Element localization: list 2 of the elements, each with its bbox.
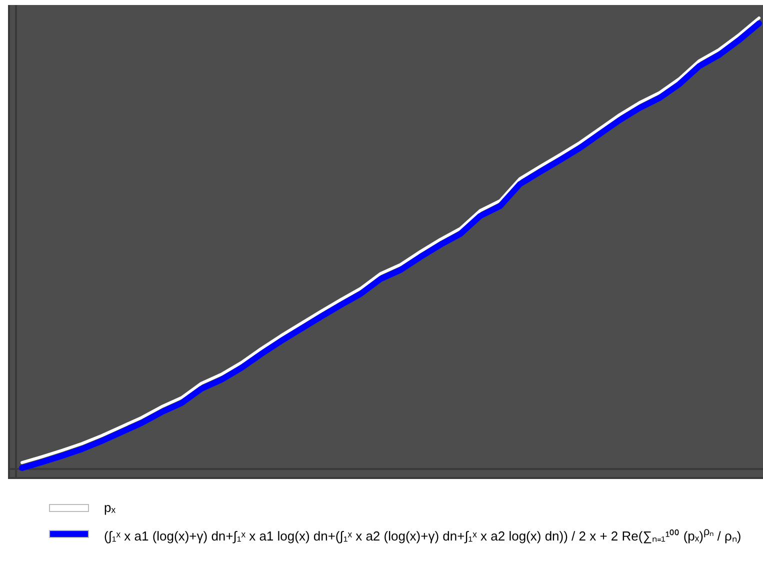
legend-label: pₓ [104,500,116,515]
legend-label: (∫₁ˣ x a1 (log(x)+γ) dn+∫₁ˣ x a1 log(x) dn+(∫₁ˣ x a2 (log(x)+γ) dn+∫₁ˣ x a2 log(x) dn)) / 2 x + 2 Re(∑ₙ₌₁¹⁰⁰ (pₓ)$^{ρₙ}$ / ρₙ) [104,525,742,544]
